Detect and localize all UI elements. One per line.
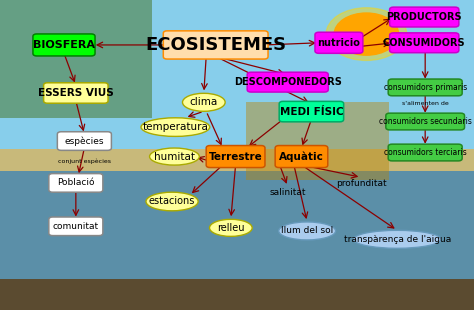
Text: Població: Població <box>57 178 95 188</box>
Text: estacions: estacions <box>149 197 195 206</box>
Text: salinitat: salinitat <box>269 188 306 197</box>
Bar <box>0 0 474 155</box>
FancyBboxPatch shape <box>44 83 108 103</box>
Text: MEDI FÍSIC: MEDI FÍSIC <box>280 107 343 117</box>
Ellipse shape <box>149 148 199 165</box>
Text: temperatura: temperatura <box>143 122 208 132</box>
Text: ECOSISTEMES: ECOSISTEMES <box>145 36 286 54</box>
Text: nutricio: nutricio <box>318 38 360 48</box>
Bar <box>0 0 152 118</box>
FancyBboxPatch shape <box>388 144 462 161</box>
Bar <box>0 170 474 310</box>
Text: Aquàtic: Aquàtic <box>279 151 324 162</box>
FancyBboxPatch shape <box>390 7 459 27</box>
FancyBboxPatch shape <box>49 174 103 192</box>
Ellipse shape <box>353 230 441 248</box>
FancyBboxPatch shape <box>163 31 268 59</box>
Text: llum del sol: llum del sol <box>281 226 333 236</box>
Circle shape <box>334 13 399 55</box>
Ellipse shape <box>141 118 210 136</box>
Ellipse shape <box>146 192 198 211</box>
Bar <box>0 149 474 180</box>
Text: DESCOMPONEDORS: DESCOMPONEDORS <box>234 77 342 87</box>
Ellipse shape <box>279 222 336 240</box>
Text: relleu: relleu <box>217 223 245 233</box>
Text: PRODUCTORS: PRODUCTORS <box>386 12 462 22</box>
Text: transpàrença de l'aigua: transpàrença de l'aigua <box>344 235 451 244</box>
FancyBboxPatch shape <box>386 113 465 130</box>
Text: ESSERS VIUS: ESSERS VIUS <box>38 88 114 98</box>
Circle shape <box>326 8 407 60</box>
Text: humitat: humitat <box>154 152 195 162</box>
Text: BIOSFERA: BIOSFERA <box>33 40 95 50</box>
Ellipse shape <box>182 93 225 111</box>
Text: CONSUMIDORS: CONSUMIDORS <box>383 38 465 48</box>
Text: profunditat: profunditat <box>336 179 386 188</box>
Text: comunitat: comunitat <box>53 222 99 231</box>
Bar <box>246 102 389 180</box>
Text: conjunt espècies: conjunt espècies <box>58 158 111 164</box>
FancyBboxPatch shape <box>49 217 103 236</box>
FancyBboxPatch shape <box>57 132 111 150</box>
Text: Terrestre: Terrestre <box>209 152 263 162</box>
Text: s'alimenten de: s'alimenten de <box>402 101 448 106</box>
FancyBboxPatch shape <box>390 33 459 53</box>
Text: consumidors terciaris: consumidors terciaris <box>384 148 466 157</box>
FancyBboxPatch shape <box>206 146 265 167</box>
FancyBboxPatch shape <box>315 32 363 53</box>
FancyBboxPatch shape <box>33 34 95 56</box>
FancyBboxPatch shape <box>279 101 344 122</box>
Bar <box>0 279 474 310</box>
FancyBboxPatch shape <box>275 146 328 167</box>
Text: clima: clima <box>190 97 218 107</box>
FancyBboxPatch shape <box>388 79 462 96</box>
Text: consumidors secundaris: consumidors secundaris <box>379 117 472 126</box>
Text: consumidors primaris: consumidors primaris <box>383 83 467 92</box>
Text: espècies: espècies <box>64 136 104 146</box>
Ellipse shape <box>210 219 252 236</box>
FancyBboxPatch shape <box>247 72 328 92</box>
